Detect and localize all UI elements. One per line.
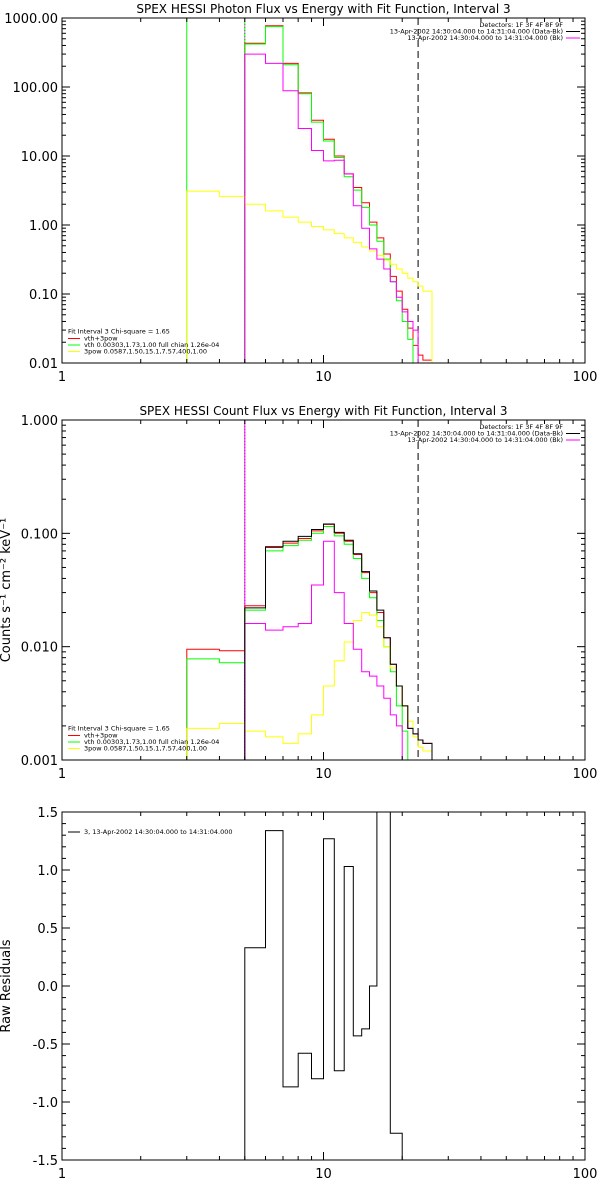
header-line: Detectors: 1F 3F 4F 8F 9F — [479, 21, 563, 29]
header-line: 13-Apr-2002 14:30:04.000 to 14:31:04.000… — [407, 34, 563, 42]
header-line: 13-Apr-2002 14:30:04.000 to 14:31:04.000… — [407, 436, 563, 444]
y-tick-label: -0.5 — [33, 1038, 58, 1053]
series-line-3 — [244, 540, 403, 760]
series-line-0 — [244, 812, 403, 1160]
y-tick-label: 0.010 — [21, 641, 58, 656]
chart-title: SPEX HESSI Photon Flux vs Energy with Fi… — [136, 2, 510, 16]
legend-entry: 3pow 0.0587,1.50,15.1,7.57,400,1.00 — [84, 745, 207, 753]
y-tick-label: 0.01 — [29, 357, 58, 372]
x-tick-label: 100 — [573, 1167, 598, 1182]
series-line-0 — [244, 25, 433, 363]
legend-entry: 3, 13-Apr-2002 14:30:04.000 to 14:31:04.… — [84, 828, 233, 836]
series-line-0 — [186, 523, 433, 760]
fit-info-text: Fit Interval 3 Chi-square = 1.65 — [68, 725, 170, 733]
y-tick-label: 1000.00 — [4, 12, 58, 27]
legend-entry: vth+3pow — [84, 335, 118, 343]
x-tick-label: 10 — [315, 767, 332, 782]
legend-entry: vth 0.00303,1.73,1.00 full chian 1.26e-0… — [84, 341, 219, 349]
x-tick-label: 10 — [315, 370, 332, 385]
count-flux-panel: SPEX HESSI Count Flux vs Energy with Fit… — [0, 404, 598, 782]
x-tick-label: 1 — [58, 767, 66, 782]
y-tick-label: 0.10 — [29, 288, 58, 303]
residuals-panel: Raw Residuals 1 10 100 -1.5 -1.0 -0.5 0.0 0.5 1.0… — [0, 806, 597, 1182]
x-tick-label: 100 — [573, 767, 598, 782]
y-axis-label: Raw Residuals — [0, 939, 14, 1032]
y-tick-label: 0.001 — [21, 754, 58, 769]
x-tick-label: 100 — [573, 370, 598, 385]
plot-area — [244, 812, 403, 1160]
header-line: 13-Apr-2002 14:30:04.000 to 14:31:04.000… — [390, 430, 563, 438]
y-tick-label: 0.5 — [37, 922, 58, 937]
y-tick-label: 10.00 — [21, 150, 58, 165]
y-tick-label: 0.0 — [37, 980, 58, 995]
header-line: 13-Apr-2002 14:30:04.000 to 14:31:04.000… — [390, 28, 563, 36]
x-tick-label: 1 — [58, 370, 66, 385]
y-tick-label: -1.0 — [33, 1096, 58, 1111]
legend-entry: vth 0.00303,1.73,1.00 full chian 1.26e-0… — [84, 738, 219, 746]
fit-info-text: Fit Interval 3 Chi-square = 1.65 — [68, 328, 170, 336]
legend-entry: 3pow 0.0587,1.50,15.1,7.57,400,1.00 — [84, 348, 207, 356]
y-tick-label: 0.100 — [21, 527, 58, 542]
plot-area — [186, 18, 433, 363]
y-tick-label: -1.5 — [33, 1154, 58, 1169]
plot-frame — [61, 17, 586, 364]
series-line-3 — [244, 53, 419, 363]
y-axis-label: Counts s⁻¹ cm⁻² keV⁻¹ — [0, 518, 14, 663]
y-tick-label: 1.00 — [29, 219, 58, 234]
x-tick-label: 10 — [315, 1167, 332, 1182]
y-tick-label: 100.00 — [13, 81, 59, 96]
series-line-2 — [186, 190, 433, 363]
y-tick-label: 1.000 — [21, 414, 58, 429]
x-tick-label: 1 — [58, 1167, 66, 1182]
series-line-2 — [186, 612, 433, 760]
header-line: Detectors: 1F 3F 4F 8F 9F — [479, 423, 563, 431]
plot-area — [186, 420, 433, 760]
legend-entry: vth+3pow — [84, 732, 118, 740]
series-line-1 — [244, 26, 414, 363]
chart-title: SPEX HESSI Count Flux vs Energy with Fit… — [139, 404, 507, 418]
series-line-4 — [244, 523, 433, 760]
y-tick-label: 1.5 — [37, 806, 58, 821]
photon-flux-panel: SPEX HESSI Photon Flux vs Energy with Fi… — [4, 2, 598, 385]
y-tick-label: 1.0 — [37, 864, 58, 879]
series-line-1 — [186, 526, 409, 760]
